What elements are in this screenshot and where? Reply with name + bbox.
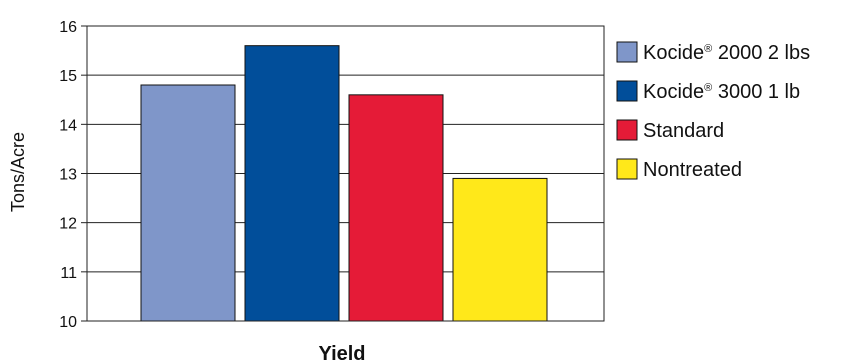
bar-3 <box>348 94 444 322</box>
bar-4 <box>452 177 548 322</box>
legend-item: Nontreated <box>616 158 742 181</box>
y-axis-title: Tons/Acre <box>8 132 28 212</box>
y-tick-label: 11 <box>60 265 77 282</box>
legend-swatch <box>616 119 638 141</box>
y-tick-label: 14 <box>59 117 77 134</box>
y-tick-label: 16 <box>59 19 77 36</box>
legend-swatch <box>616 80 638 102</box>
legend-swatch <box>616 158 638 180</box>
legend-label: Nontreated <box>643 159 742 181</box>
bars <box>140 45 548 322</box>
legend-item: Kocide® 3000 1 lb <box>616 80 800 103</box>
legend-item: Standard <box>616 119 724 142</box>
y-axis-ticks: 10 11 12 13 14 15 16 <box>59 19 87 331</box>
legend-label: Kocide® 2000 2 lbs <box>643 42 810 64</box>
legend-label: Kocide® 3000 1 lb <box>643 81 800 103</box>
y-tick-label: 15 <box>59 68 77 85</box>
x-axis-title: Yield <box>318 343 365 362</box>
bar-2 <box>244 45 340 322</box>
legend-item: Kocide® 2000 2 lbs <box>616 41 810 64</box>
legend-swatch <box>616 41 638 63</box>
y-tick-label: 13 <box>59 167 77 184</box>
y-tick-label: 10 <box>59 314 77 331</box>
y-tick-label: 12 <box>59 216 77 233</box>
legend-label: Standard <box>643 120 724 142</box>
bar-1 <box>140 84 236 322</box>
legend: Kocide® 2000 2 lbs Kocide® 3000 1 lb Stand… <box>616 41 810 181</box>
